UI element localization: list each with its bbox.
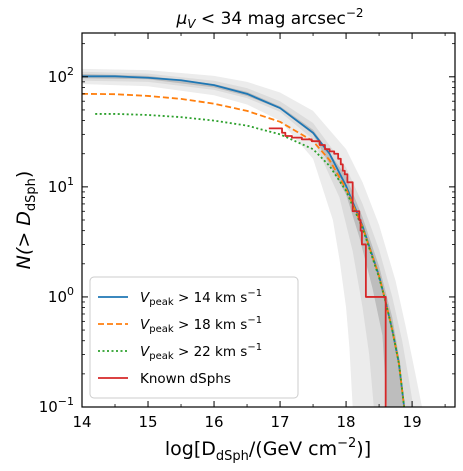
- xlabel-sub: dSph: [216, 449, 249, 464]
- x-tick-label: 15: [138, 413, 157, 431]
- xlabel-sup: −2: [337, 436, 356, 451]
- xlabel-mid: /(GeV cm: [249, 438, 337, 460]
- y-tick-label: 10−1: [39, 395, 74, 416]
- y-tick-label: 100: [48, 285, 74, 306]
- series-line-2: [82, 92, 406, 407]
- ylabel-sub: dSph: [24, 178, 39, 211]
- ylabel-post: ): [13, 171, 35, 178]
- y-tick-label: 101: [48, 175, 74, 196]
- svg-text:N(> DdSph): N(> DdSph): [13, 171, 39, 270]
- x-tick-label: 18: [337, 413, 356, 431]
- series-line-3: [95, 113, 406, 407]
- x-tick-label: 17: [271, 413, 290, 431]
- y-axis-label: N(> DdSph): [13, 171, 39, 270]
- xlabel-pre: log[D: [165, 438, 216, 460]
- ylabel-pre: N(> D: [13, 211, 35, 269]
- title-sub: V: [187, 17, 196, 31]
- legend-box: [89, 276, 299, 399]
- legend-label-3: Vpeak > 22 km s−1: [140, 342, 262, 362]
- chart-title: μV < 34 mag arcsec−2: [175, 6, 363, 31]
- x-tick-label: 16: [204, 413, 223, 431]
- title-sup: −2: [346, 6, 364, 20]
- svg-text:log[DdSph/(GeV cm−2)]: log[DdSph/(GeV cm−2)]: [165, 436, 371, 464]
- title-rest: < 34 mag arcsec: [196, 9, 346, 29]
- xlabel-post: )]: [356, 438, 371, 460]
- title-mu: μ: [175, 9, 187, 29]
- x-axis-label: log[DdSph/(GeV cm−2)]: [165, 436, 371, 464]
- legend-label-1: Vpeak > 14 km s−1: [140, 288, 262, 308]
- legend-label-4: Known dSphs: [140, 371, 231, 387]
- legend: Vpeak > 14 km s−1 Vpeak > 18 km s−1 Vpeak …: [89, 276, 299, 399]
- x-tick-label: 14: [72, 413, 91, 431]
- svg-text:μV < 34 mag arcsec−2: μV < 34 mag arcsec−2: [175, 6, 363, 31]
- x-tick-label: 19: [403, 413, 422, 431]
- series-lines: [82, 75, 406, 407]
- legend-label-2: Vpeak > 18 km s−1: [140, 315, 262, 335]
- y-tick-label: 102: [48, 65, 74, 86]
- series-line-4: [268, 127, 387, 407]
- axis-ticks: 14 15 16 17 18 19 10−1 100 101 102: [39, 33, 455, 431]
